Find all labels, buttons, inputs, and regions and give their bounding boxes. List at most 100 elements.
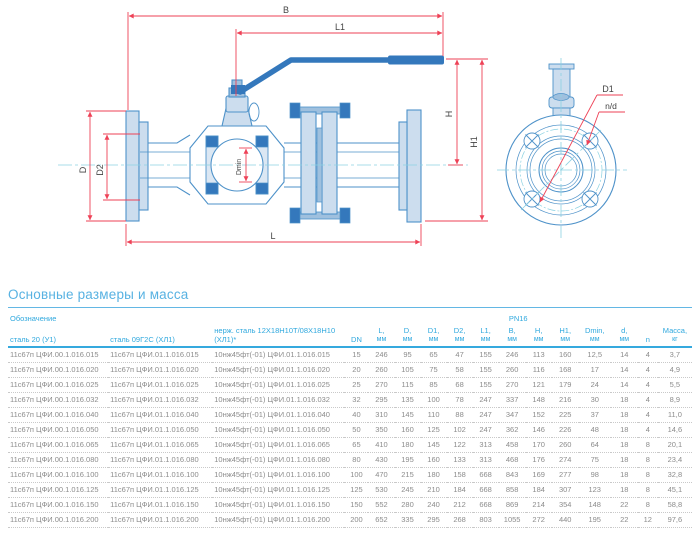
- table-row: 11с67п ЦФИ.00.1.016.025 11с67п ЦФИ.01.1.0…: [8, 377, 692, 393]
- value-cell: 100: [344, 467, 369, 483]
- value-cell: 270: [498, 377, 526, 393]
- value-cell: 195: [394, 452, 421, 468]
- numeric-column-header: DN: [344, 326, 369, 348]
- dim-label-h: H: [444, 111, 454, 118]
- designation-cell: 11с67п ЦФИ.01.1.016.020: [108, 362, 213, 378]
- designation-cell: 11с67п ЦФИ.01.1.016.015: [108, 347, 213, 363]
- designation-cell: 11с67п ЦФИ.01.1.016.032: [108, 392, 213, 408]
- value-cell: 335: [394, 512, 421, 528]
- section-title: Основные размеры и масса: [8, 287, 189, 302]
- value-cell: 12: [637, 512, 658, 528]
- value-cell: 15: [344, 347, 369, 363]
- value-cell: 122: [446, 437, 473, 453]
- value-cell: 78: [446, 392, 473, 408]
- table-row: 11с67п ЦФИ.00.1.016.015 11с67п ЦФИ.01.1.0…: [8, 347, 692, 363]
- value-cell: 155: [472, 347, 499, 363]
- value-cell: 169: [525, 467, 552, 483]
- designation-cell: 11с67п ЦФИ.01.1.016.040: [108, 407, 213, 423]
- designation-cell: 11с67п ЦФИ.01.1.016.150: [108, 497, 213, 513]
- value-cell: 210: [420, 482, 447, 498]
- value-cell: 25: [344, 377, 369, 393]
- value-cell: 274: [551, 452, 579, 468]
- value-cell: 225: [551, 407, 579, 423]
- dimension-labels: B L1 L D D2 Dmin H H1 D1 n/d: [78, 5, 617, 241]
- value-cell: 133: [446, 452, 473, 468]
- value-cell: 18: [610, 467, 638, 483]
- content-area: Основные размеры и масса Обозначение PN1…: [0, 287, 700, 528]
- value-cell: 65: [420, 347, 447, 363]
- value-cell: 843: [498, 467, 526, 483]
- value-cell: 75: [578, 452, 611, 468]
- designation-cell: 11с67п ЦФИ.00.1.016.025: [8, 377, 109, 393]
- dim-label-l1: L1: [335, 22, 345, 32]
- dimension-lines: [86, 12, 625, 246]
- value-cell: 803: [472, 512, 499, 528]
- table-body: 11с67п ЦФИ.00.1.016.015 11с67п ЦФИ.01.1.0…: [8, 347, 692, 528]
- designation-cell: 11с67п ЦФИ.00.1.016.040: [8, 407, 109, 423]
- column-header-steel09g2s: сталь 09Г2С (ХЛ1): [108, 326, 213, 348]
- value-cell: 65: [344, 437, 369, 453]
- value-cell: 4: [637, 362, 658, 378]
- designation-cell: 11с67п ЦФИ.00.1.016.032: [8, 392, 109, 408]
- numeric-column-header: D1, мм: [420, 326, 447, 348]
- dim-label-d: D: [78, 166, 88, 173]
- dim-label-nd: n/d: [605, 101, 617, 111]
- value-cell: 160: [420, 452, 447, 468]
- designation-cell: 11с67п ЦФИ.01.1.016.125: [108, 482, 213, 498]
- designation-cell: 11с67п ЦФИ.00.1.016.100: [8, 467, 109, 483]
- value-cell: 1055: [498, 512, 526, 528]
- value-cell: 125: [344, 482, 369, 498]
- value-cell: 48: [578, 422, 611, 438]
- value-cell: 160: [551, 347, 579, 363]
- value-cell: 362: [498, 422, 526, 438]
- value-cell: 116: [525, 362, 552, 378]
- designation-cell: 11с67п ЦФИ.01.1.016.200: [108, 512, 213, 528]
- value-cell: 668: [472, 482, 499, 498]
- value-cell: 184: [446, 482, 473, 498]
- value-cell: 18: [610, 392, 638, 408]
- value-cell: 160: [394, 422, 421, 438]
- value-cell: 123: [578, 482, 611, 498]
- value-cell: 270: [368, 377, 395, 393]
- table-row: 11с67п ЦФИ.00.1.016.080 11с67п ЦФИ.01.1.0…: [8, 452, 692, 468]
- value-cell: 135: [394, 392, 421, 408]
- value-cell: 247: [472, 407, 499, 423]
- value-cell: 226: [551, 422, 579, 438]
- value-cell: 8,9: [657, 392, 692, 408]
- value-cell: 98: [578, 467, 611, 483]
- value-cell: 277: [551, 467, 579, 483]
- value-cell: 214: [525, 497, 552, 513]
- value-cell: 245: [394, 482, 421, 498]
- value-cell: 240: [420, 497, 447, 513]
- value-cell: 350: [368, 422, 395, 438]
- table-row: 11с67п ЦФИ.00.1.016.200 11с67п ЦФИ.01.1.0…: [8, 512, 692, 528]
- dim-label-h1: H1: [469, 136, 479, 148]
- value-cell: 105: [394, 362, 421, 378]
- value-cell: 100: [420, 392, 447, 408]
- value-cell: 280: [394, 497, 421, 513]
- columns-header-row: сталь 20 (У1) сталь 09Г2С (ХЛ1) нерж. ст…: [8, 326, 692, 348]
- value-cell: 158: [446, 467, 473, 483]
- value-cell: 18: [610, 422, 638, 438]
- value-cell: 458: [498, 437, 526, 453]
- value-cell: 216: [551, 392, 579, 408]
- value-cell: 32: [344, 392, 369, 408]
- value-cell: 4: [637, 392, 658, 408]
- valve-drawing-svg: B L1 L D D2 Dmin H H1 D1 n/d: [58, 5, 627, 246]
- value-cell: 20,1: [657, 437, 692, 453]
- value-cell: 68: [446, 377, 473, 393]
- designation-cell: 11с67п ЦФИ.01.1.016.025: [108, 377, 213, 393]
- value-cell: 247: [472, 392, 499, 408]
- value-cell: 58,8: [657, 497, 692, 513]
- value-cell: 247: [472, 422, 499, 438]
- designation-cell: 11с67п ЦФИ.00.1.016.125: [8, 482, 109, 498]
- value-cell: 24: [578, 377, 611, 393]
- value-cell: 468: [498, 452, 526, 468]
- dimensions-table: Обозначение PN16 сталь 20 (У1) сталь 09Г…: [8, 311, 692, 528]
- value-cell: 180: [394, 437, 421, 453]
- designation-group-header: Обозначение: [10, 314, 57, 323]
- numeric-column-header: n: [637, 326, 658, 348]
- value-cell: 180: [420, 467, 447, 483]
- value-cell: 11,0: [657, 407, 692, 423]
- value-cell: 113: [525, 347, 552, 363]
